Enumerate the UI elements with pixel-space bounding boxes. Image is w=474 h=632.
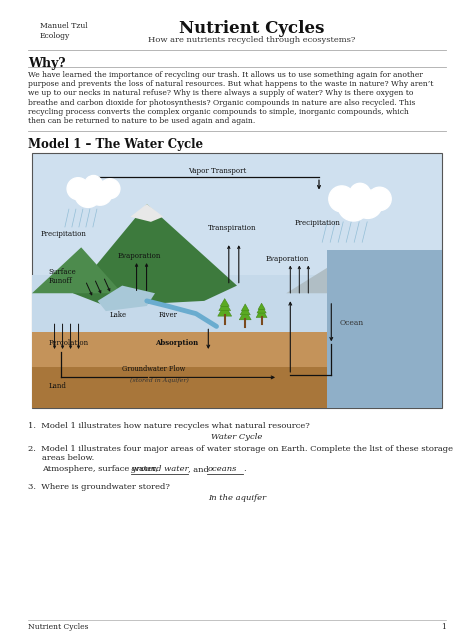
Text: ground water: ground water bbox=[131, 465, 189, 473]
Text: recycling process converts the complex organic compounds to simple, inorganic co: recycling process converts the complex o… bbox=[28, 108, 409, 116]
Text: Manuel Tzul: Manuel Tzul bbox=[40, 22, 88, 30]
Text: Surface
Runoff: Surface Runoff bbox=[48, 268, 76, 285]
Text: Precipitation: Precipitation bbox=[294, 219, 340, 228]
Polygon shape bbox=[240, 306, 250, 315]
Circle shape bbox=[75, 181, 101, 207]
Text: We have learned the importance of recycling our trash. It allows us to use somet: We have learned the importance of recycl… bbox=[28, 71, 423, 79]
Text: In the aquifer: In the aquifer bbox=[208, 494, 266, 502]
Text: 1.  Model 1 illustrates how nature recycles what natural resource?: 1. Model 1 illustrates how nature recycl… bbox=[28, 422, 310, 430]
Text: then can be returned to nature to be used again and again.: then can be returned to nature to be use… bbox=[28, 117, 255, 125]
Circle shape bbox=[88, 181, 112, 205]
Text: Transpiration: Transpiration bbox=[208, 224, 257, 233]
Polygon shape bbox=[257, 305, 266, 313]
Text: Why?: Why? bbox=[28, 57, 65, 70]
Text: Land: Land bbox=[48, 382, 66, 391]
Circle shape bbox=[329, 186, 355, 212]
Polygon shape bbox=[130, 204, 163, 222]
Circle shape bbox=[368, 187, 391, 210]
Text: oceans: oceans bbox=[208, 465, 237, 473]
Polygon shape bbox=[256, 308, 267, 317]
Text: Nutrient Cycles: Nutrient Cycles bbox=[28, 623, 89, 631]
Polygon shape bbox=[32, 333, 257, 408]
Polygon shape bbox=[73, 204, 237, 306]
Polygon shape bbox=[286, 250, 442, 293]
Text: Atmosphere, surface water,: Atmosphere, surface water, bbox=[42, 465, 161, 473]
Text: we up to our necks in natural refuse? Why is there always a supply of water? Why: we up to our necks in natural refuse? Wh… bbox=[28, 89, 413, 97]
Circle shape bbox=[85, 176, 102, 193]
Polygon shape bbox=[32, 247, 122, 293]
Polygon shape bbox=[239, 309, 251, 320]
Circle shape bbox=[350, 183, 370, 204]
Bar bbox=[32, 332, 442, 408]
Text: Model 1 – The Water Cycle: Model 1 – The Water Cycle bbox=[28, 138, 203, 151]
Polygon shape bbox=[241, 304, 249, 311]
Circle shape bbox=[354, 190, 382, 219]
Bar bbox=[32, 367, 442, 408]
Text: Nutrient Cycles: Nutrient Cycles bbox=[179, 20, 325, 37]
Polygon shape bbox=[258, 303, 265, 310]
Text: Water Cycle: Water Cycle bbox=[211, 433, 263, 441]
Circle shape bbox=[100, 179, 120, 198]
Text: Evaporation: Evaporation bbox=[118, 252, 162, 260]
Text: breathe and carbon dioxide for photosynthesis? Organic compounds in nature are a: breathe and carbon dioxide for photosynt… bbox=[28, 99, 415, 107]
Polygon shape bbox=[219, 301, 231, 311]
Text: .: . bbox=[243, 465, 246, 473]
Polygon shape bbox=[220, 298, 229, 307]
Text: (stored in Aquifer): (stored in Aquifer) bbox=[130, 377, 189, 382]
Text: purpose and prevents the loss of natural resources. But what happens to the wast: purpose and prevents the loss of natural… bbox=[28, 80, 433, 88]
Text: areas below.: areas below. bbox=[42, 454, 94, 462]
Text: Lake: Lake bbox=[110, 311, 127, 319]
Text: , and: , and bbox=[188, 465, 211, 473]
Bar bbox=[327, 250, 442, 408]
Polygon shape bbox=[98, 286, 155, 311]
Text: Absorption: Absorption bbox=[155, 339, 198, 347]
Text: Vapor Transport: Vapor Transport bbox=[188, 167, 246, 174]
Bar bbox=[32, 153, 442, 408]
Text: Precipitation: Precipitation bbox=[40, 229, 86, 238]
Text: Ocean: Ocean bbox=[339, 319, 364, 327]
Text: 2.  Model 1 illustrates four major areas of water storage on Earth. Complete the: 2. Model 1 illustrates four major areas … bbox=[28, 445, 453, 453]
Circle shape bbox=[338, 190, 369, 221]
Text: Groundwater Flow: Groundwater Flow bbox=[122, 365, 185, 373]
Text: Evaporation: Evaporation bbox=[266, 255, 309, 263]
Text: 3.  Where is groundwater stored?: 3. Where is groundwater stored? bbox=[28, 483, 170, 491]
Polygon shape bbox=[218, 304, 232, 316]
Circle shape bbox=[67, 178, 89, 200]
Text: How are nutrients recycled through ecosystems?: How are nutrients recycled through ecosy… bbox=[148, 36, 356, 44]
Text: Ecology: Ecology bbox=[40, 32, 70, 40]
Bar bbox=[32, 276, 442, 408]
Text: Percolation: Percolation bbox=[48, 339, 89, 347]
Text: River: River bbox=[159, 311, 178, 319]
Text: 1: 1 bbox=[441, 623, 446, 631]
